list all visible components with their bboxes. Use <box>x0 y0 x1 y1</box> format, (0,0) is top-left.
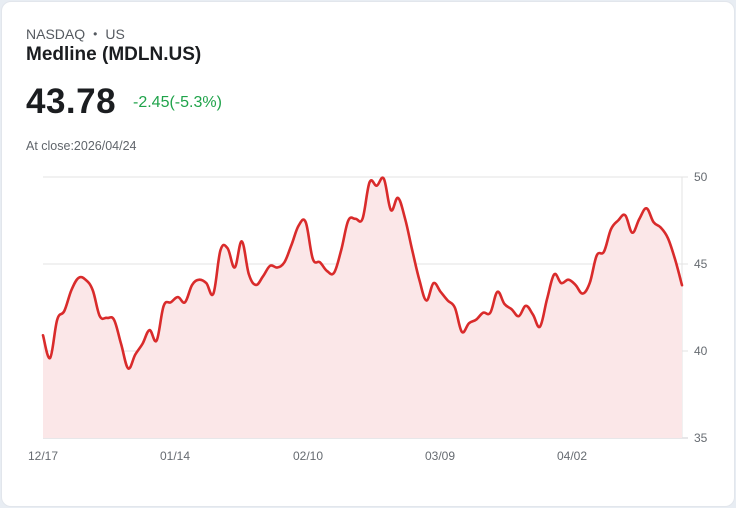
x-axis: 12/17 01/14 02/10 03/09 04/02 <box>28 449 587 463</box>
exchange-row: NASDAQ • US <box>26 25 125 43</box>
x-tick-label: 04/02 <box>557 449 587 463</box>
y-tick-label: 45 <box>694 257 708 271</box>
separator-dot: • <box>93 27 98 41</box>
x-tick-label: 12/17 <box>28 449 58 463</box>
region-label: US <box>105 26 125 42</box>
exchange-label: NASDAQ <box>26 26 86 42</box>
stock-title: Medline (MDLN.US) <box>26 44 202 65</box>
price-area-fill <box>43 177 682 439</box>
current-price: 43.78 <box>26 82 117 121</box>
close-date: At close:2026/04/24 <box>26 139 137 153</box>
y-tick-label: 35 <box>694 431 708 445</box>
y-tick-label: 50 <box>694 170 708 184</box>
price-change: -2.45(-5.3%) <box>133 94 222 111</box>
y-tick-label: 40 <box>694 344 708 358</box>
y-axis: 50 45 40 35 <box>694 170 708 445</box>
x-tick-label: 01/14 <box>160 449 190 463</box>
x-tick-label: 03/09 <box>425 449 455 463</box>
price-line <box>41 176 684 370</box>
x-tick-label: 02/10 <box>293 449 323 463</box>
